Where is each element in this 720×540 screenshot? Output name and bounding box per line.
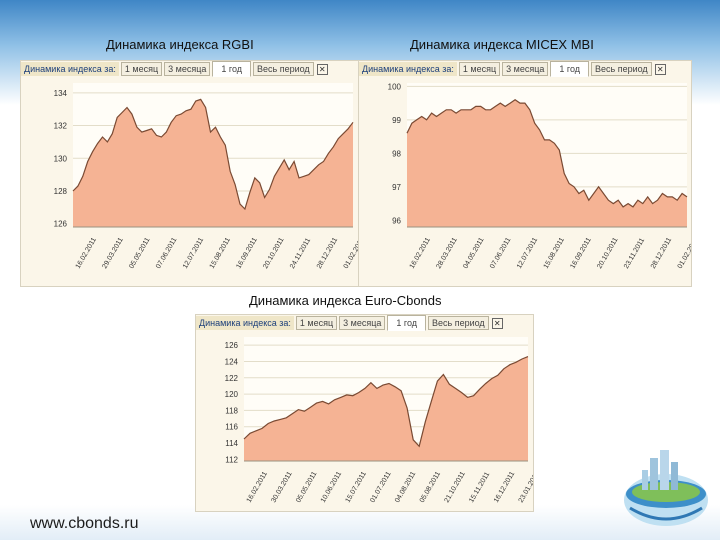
- y-tick-label: 116: [225, 423, 238, 432]
- period-toolbar: Динамика индекса за: 1 месяц 3 месяца 1 …: [21, 61, 358, 77]
- y-tick-label: 124: [225, 357, 239, 366]
- period-label: Динамика индекса за:: [359, 62, 457, 76]
- x-tick-label: 04.08.2011: [394, 471, 417, 504]
- x-tick-label: 05.08.2011: [419, 471, 442, 504]
- tab-3-months[interactable]: 3 месяца: [339, 316, 386, 330]
- x-tick-label: 05.05.2011: [295, 471, 318, 504]
- x-tick-label: 21.10.2011: [443, 471, 466, 504]
- chart-plot: 100 99 98 97 96 16.02.2011 28.03.2011 04.05.201…: [388, 82, 691, 270]
- period-toolbar: Динамика индекса за: 1 месяц 3 месяца 1 …: [359, 61, 691, 77]
- site-url: www.cbonds.ru: [30, 515, 139, 532]
- y-tick-label: 126: [54, 220, 68, 229]
- tab-1-month[interactable]: 1 месяц: [295, 316, 338, 330]
- series-line: [72, 98, 354, 211]
- x-tick-label: 01.02.2012: [677, 236, 691, 270]
- x-tick-label: 16.02.2011: [409, 237, 432, 270]
- period-label: Динамика индекса за:: [21, 62, 119, 76]
- y-tick-label: 118: [225, 406, 238, 415]
- globe-city-icon: [624, 450, 708, 526]
- period-toolbar: Динамика индекса за: 1 месяц 3 месяца 1 …: [196, 315, 533, 331]
- chart-widget-eurocbonds: Динамика индекса за: 1 месяц 3 месяца 1 …: [195, 314, 534, 512]
- x-tick-label: 28.12.2011: [316, 237, 339, 270]
- x-tick-label: 16.12.2011: [493, 471, 516, 504]
- y-tick-label: 132: [54, 122, 68, 131]
- chart-widget-rgbi: Динамика индекса за: 1 месяц 3 месяца 1 …: [20, 60, 359, 287]
- y-tick-label: 98: [392, 149, 401, 158]
- tab-all-period[interactable]: Весь период: [428, 316, 489, 330]
- chart-title-micex: Динамика индекса MICEX MBI: [410, 37, 594, 52]
- x-tick-label: 23.01.2012: [518, 470, 533, 504]
- y-tick-label: 122: [225, 374, 239, 383]
- chart-title-eurocbonds: Динамика индекса Euro-Cbonds: [249, 293, 442, 308]
- x-tick-label: 20.10.2011: [262, 237, 285, 270]
- y-tick-label: 97: [392, 183, 401, 192]
- x-tick-label: 23.11.2011: [623, 237, 646, 270]
- tab-all-period[interactable]: Весь период: [591, 62, 652, 76]
- x-tick-label: 16.02.2011: [75, 237, 98, 270]
- x-tick-label: 04.05.2011: [462, 237, 485, 270]
- x-tick-label: 16.02.2011: [246, 471, 269, 504]
- x-tick-label: 15.08.2011: [543, 237, 566, 270]
- tab-all-period[interactable]: Весь период: [253, 62, 314, 76]
- tab-1-month[interactable]: 1 месяц: [120, 62, 163, 76]
- tab-3-months[interactable]: 3 месяца: [164, 62, 211, 76]
- x-tick-label: 01.02.2012: [343, 236, 358, 270]
- x-tick-label: 30.03.2011: [270, 471, 293, 504]
- chart-plot: 126 124 122 120 118 116 114 112 16.02.2011 30.03.…: [225, 337, 533, 504]
- x-tick-label: 07.06.2011: [489, 237, 512, 270]
- y-tick-label: 130: [54, 154, 68, 163]
- x-tick-label: 28.03.2011: [435, 237, 458, 270]
- x-tick-label: 15.08.2011: [209, 237, 232, 270]
- y-tick-label: 128: [54, 187, 68, 196]
- x-tick-label: 01.07.2011: [369, 471, 392, 504]
- series-area: [73, 99, 353, 227]
- x-tick-label: 24.11.2011: [289, 237, 312, 270]
- tab-3-months[interactable]: 3 месяца: [502, 62, 549, 76]
- chart-title-rgbi: Динамика индекса RGBI: [106, 37, 254, 52]
- x-tick-label: 20.10.2011: [596, 237, 619, 270]
- x-tick-label: 28.12.2011: [650, 237, 673, 270]
- y-tick-label: 134: [54, 89, 68, 98]
- x-tick-label: 15.11.2011: [468, 471, 491, 504]
- y-tick-label: 99: [392, 116, 401, 125]
- close-icon[interactable]: ✕: [316, 63, 328, 75]
- series-line: [406, 98, 688, 208]
- tab-1-year[interactable]: 1 год: [212, 61, 252, 77]
- x-tick-label: 12.07.2011: [516, 237, 539, 270]
- close-icon[interactable]: ✕: [491, 317, 503, 329]
- y-tick-label: 114: [225, 439, 238, 448]
- tab-1-year[interactable]: 1 год: [387, 315, 427, 331]
- x-tick-label: 29.03.2011: [101, 237, 124, 270]
- y-tick-label: 112: [225, 455, 238, 464]
- chart-widget-micex: Динамика индекса за: 1 месяц 3 месяца 1 …: [358, 60, 692, 287]
- x-tick-label: 05.05.2011: [128, 237, 151, 270]
- y-tick-label: 126: [225, 341, 239, 350]
- x-tick-label: 10.06.2011: [320, 471, 343, 504]
- tab-1-month[interactable]: 1 месяц: [458, 62, 501, 76]
- close-icon[interactable]: ✕: [654, 63, 666, 75]
- tab-1-year[interactable]: 1 год: [550, 61, 590, 77]
- series-line: [243, 356, 529, 448]
- y-tick-label: 100: [388, 82, 402, 91]
- period-label: Динамика индекса за:: [196, 316, 294, 330]
- x-tick-label: 12.07.2011: [182, 237, 205, 270]
- x-tick-label: 15.07.2011: [345, 471, 368, 504]
- y-tick-label: 120: [225, 390, 239, 399]
- y-tick-label: 96: [392, 216, 401, 225]
- series-area: [244, 356, 528, 461]
- x-tick-label: 16.09.2011: [569, 237, 592, 270]
- x-tick-label: 07.06.2011: [155, 237, 178, 270]
- x-tick-label: 16.09.2011: [235, 237, 258, 270]
- chart-plot: 134 132 130 128 126 16.02.2011 29.03.2011 05.05…: [54, 83, 358, 270]
- series-area: [407, 99, 687, 227]
